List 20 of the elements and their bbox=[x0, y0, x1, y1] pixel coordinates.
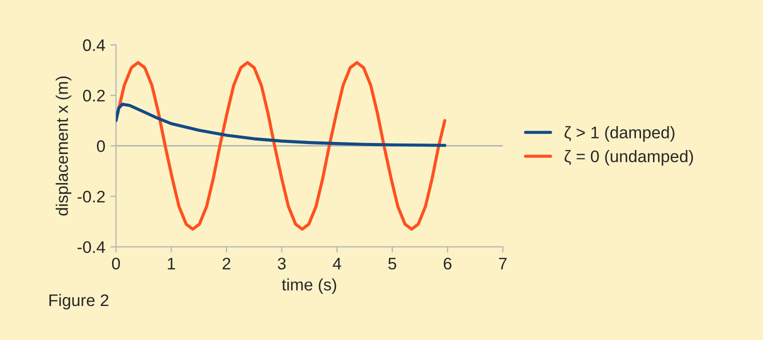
y-axis-title: displacement x (m) bbox=[56, 76, 72, 216]
x-tick-label: 0 bbox=[112, 258, 120, 270]
y-tick-label: -0.4 bbox=[78, 241, 106, 254]
x-tick-label: 6 bbox=[444, 258, 452, 270]
y-tick-label: 0 bbox=[96, 140, 105, 152]
x-tick-label: 2 bbox=[222, 258, 230, 270]
legend-label: ζ > 1 (damped) bbox=[564, 126, 674, 142]
legend-label: ζ = 0 (undamped) bbox=[564, 150, 693, 166]
y-tick-label: 0.4 bbox=[83, 39, 106, 52]
x-tick-label: 7 bbox=[499, 258, 507, 270]
line-series bbox=[116, 102, 446, 147]
x-tick-label: 4 bbox=[332, 258, 342, 270]
line-series bbox=[116, 61, 446, 231]
x-tick-label: 1 bbox=[168, 258, 176, 270]
y-tick-label: 0.2 bbox=[83, 90, 105, 102]
x-axis-title: time (s) bbox=[282, 278, 336, 294]
caption: Figure 2 bbox=[49, 294, 108, 310]
y-tick-label: -0.2 bbox=[78, 190, 105, 203]
x-tick-label: 5 bbox=[388, 258, 396, 270]
x-tick-label: 3 bbox=[278, 258, 286, 270]
